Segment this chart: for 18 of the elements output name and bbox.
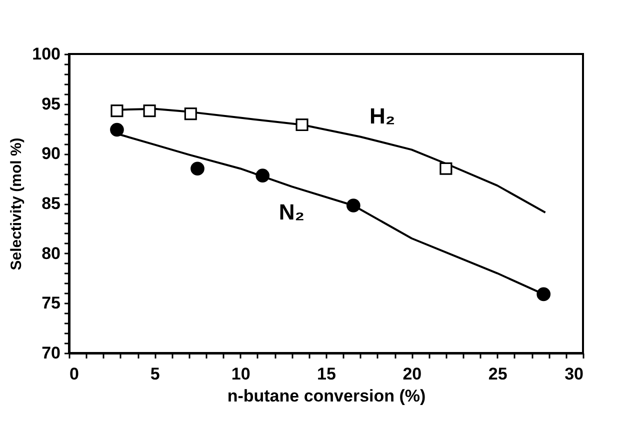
x-tick-label: 15	[317, 364, 336, 384]
series-label: N₂	[278, 200, 305, 225]
y-tick-label: 80	[42, 244, 60, 263]
x-tick-label: 5	[150, 364, 160, 384]
x-tick-label: 30	[564, 364, 584, 384]
series-label: H₂	[369, 104, 396, 129]
y-tick-label: 85	[42, 194, 60, 213]
y-tick-label: 75	[42, 294, 60, 313]
y-tick-label: 70	[42, 344, 60, 362]
x-tick-label: 10	[231, 364, 250, 384]
y-tick-label: 90	[42, 144, 60, 164]
x-axis-title: n-butane conversion (%)	[227, 386, 426, 406]
y-tick-label: 100	[32, 44, 60, 64]
x-tick-label: 20	[402, 364, 422, 384]
x-tick-label: 25	[488, 364, 508, 384]
x-tick-label: 0	[70, 364, 79, 384]
y-tick-label: 95	[42, 94, 60, 114]
y-axis-title: Selectivity (mol %)	[8, 138, 26, 270]
